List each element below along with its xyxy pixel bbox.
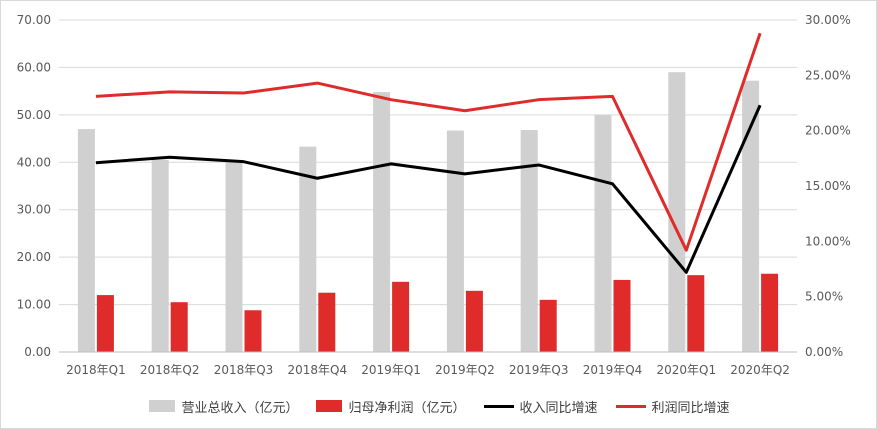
profit-bar xyxy=(170,302,188,352)
profit-bar xyxy=(539,299,557,352)
revenue-bar xyxy=(446,130,464,352)
y-right-tick-label: 20.00% xyxy=(805,124,851,138)
revenue-bar xyxy=(594,114,612,352)
y-left-tick-label: 0.00 xyxy=(24,345,51,359)
x-tick-label: 2018年Q2 xyxy=(140,363,200,377)
x-tick-label: 2020年Q2 xyxy=(730,363,790,377)
legend-label-revenue-growth: 收入同比增速 xyxy=(519,400,598,416)
legend-swatch-profit-growth xyxy=(615,404,646,408)
legend-label-profit: 归母净利润（亿元） xyxy=(348,400,466,416)
legend-item-revenue-growth: 收入同比增速 xyxy=(483,397,598,416)
revenue-bar xyxy=(77,129,95,352)
y-right-tick-label: 25.00% xyxy=(805,68,851,82)
revenue-growth-line xyxy=(95,104,762,274)
legend-item-profit-growth: 利润同比增速 xyxy=(615,397,730,416)
y-left-tick-label: 60.00 xyxy=(17,60,51,74)
y-left-tick-label: 50.00 xyxy=(17,108,51,122)
revenue-bar xyxy=(668,72,686,353)
revenue-bar xyxy=(225,161,243,352)
y-right-tick-label: 10.00% xyxy=(805,234,851,248)
y-right-tick-label: 5.00% xyxy=(805,290,843,304)
y-left-tick-label: 30.00 xyxy=(17,203,51,217)
legend-item-profit: 归母净利润（亿元） xyxy=(316,397,466,416)
legend-label-revenue: 营业总收入（亿元） xyxy=(181,400,299,416)
x-tick-label: 2019年Q4 xyxy=(583,363,643,377)
legend-swatch-profit xyxy=(316,400,343,412)
y-left-tick-label: 40.00 xyxy=(17,155,51,169)
profit-bar xyxy=(761,273,779,352)
profit-bar xyxy=(96,295,114,352)
chart-plot: 0.00 10.00 20.00 30.00 40.00 50.00 60.00 70.00 0… xyxy=(17,13,851,377)
y-left-tick-label: 10.00 xyxy=(17,298,51,312)
legend: 营业总收入（亿元） 归母净利润（亿元） 收入同比增速 利润同比增速 xyxy=(1,392,877,420)
revenue-bar xyxy=(520,130,538,352)
legend-item-revenue: 营业总收入（亿元） xyxy=(149,397,298,416)
x-tick-label: 2018年Q3 xyxy=(214,363,274,377)
profit-bar xyxy=(687,275,705,352)
profit-growth-line xyxy=(95,32,762,252)
y-right-tick-label: 0.00% xyxy=(805,345,843,359)
x-tick-label: 2019年Q2 xyxy=(435,363,495,377)
y-right-tick-label: 30.00% xyxy=(805,13,851,27)
legend-swatch-revenue xyxy=(149,400,176,412)
legend-swatch-revenue-growth xyxy=(483,404,514,408)
revenue-bar xyxy=(373,92,391,352)
profit-bar xyxy=(318,292,336,352)
x-tick-label: 2020年Q1 xyxy=(656,363,716,377)
profit-bar xyxy=(244,310,262,352)
y-right-tick-label: 15.00% xyxy=(805,179,851,193)
y-left-tick-label: 70.00 xyxy=(17,13,51,27)
legend-label-profit-growth: 利润同比增速 xyxy=(651,400,730,416)
profit-bar xyxy=(465,290,483,352)
profit-bar xyxy=(392,281,410,352)
revenue-bar xyxy=(742,80,760,353)
x-tick-label: 2018年Q1 xyxy=(66,363,126,377)
y-left-tick-label: 20.00 xyxy=(17,250,51,264)
revenue-bar xyxy=(299,146,317,352)
x-tick-label: 2019年Q3 xyxy=(509,363,569,377)
revenue-bar xyxy=(151,159,169,352)
profit-bar xyxy=(613,279,631,352)
x-tick-label: 2019年Q1 xyxy=(361,363,421,377)
x-tick-label: 2018年Q4 xyxy=(287,363,347,377)
